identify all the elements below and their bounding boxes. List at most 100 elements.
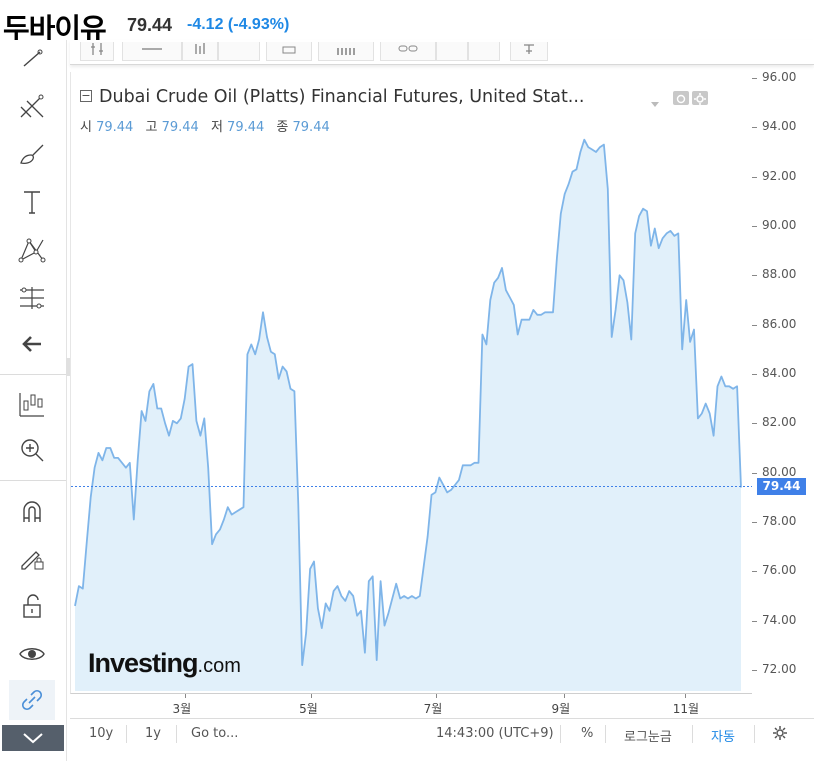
collapse-legend-icon[interactable]: − bbox=[80, 89, 92, 102]
top-toolbar bbox=[70, 40, 814, 65]
hide-tool[interactable] bbox=[9, 634, 55, 674]
separator bbox=[176, 725, 177, 743]
brush-tool[interactable] bbox=[9, 134, 55, 174]
chevron-down-icon bbox=[23, 733, 43, 744]
separator bbox=[605, 725, 606, 743]
bottom-bar: 10y 1y Go to... 14:43:00 (UTC+9) % 로그눈금 … bbox=[70, 718, 814, 749]
pitchfork-icon bbox=[20, 94, 44, 118]
settings-toolbar-button[interactable] bbox=[510, 42, 548, 61]
high-value: 79.44 bbox=[161, 120, 199, 135]
pattern-tool[interactable] bbox=[9, 230, 55, 270]
logo-domain-text: .com bbox=[197, 655, 241, 677]
redo-button[interactable] bbox=[468, 42, 500, 61]
y-tick-label: 72.00 bbox=[762, 662, 797, 676]
fibonacci-icon bbox=[20, 287, 44, 309]
trend-line-tool[interactable] bbox=[9, 42, 55, 74]
magnet-icon bbox=[23, 501, 41, 522]
candles-icon bbox=[19, 393, 44, 417]
price-axis[interactable]: 96.00 94.00 92.00 90.00 88.00 86.00 84.00 82.00… bbox=[752, 70, 814, 694]
x-tick bbox=[684, 694, 686, 698]
link-button[interactable] bbox=[380, 42, 436, 61]
y-tick bbox=[752, 571, 757, 573]
lock-drawing-tool[interactable] bbox=[9, 538, 55, 578]
projection-tool[interactable] bbox=[9, 384, 55, 424]
auto-scale-toggle[interactable]: 자동 bbox=[711, 730, 735, 745]
compare-button[interactable] bbox=[80, 42, 114, 61]
percent-toggle[interactable]: % bbox=[581, 726, 594, 741]
close-label: 종 bbox=[276, 120, 289, 135]
pitchfork-tool[interactable] bbox=[9, 86, 55, 126]
y-tick bbox=[752, 423, 757, 425]
chart-area[interactable] bbox=[70, 72, 754, 694]
templates-button[interactable] bbox=[218, 42, 260, 61]
lock-all-tool[interactable] bbox=[9, 586, 55, 626]
price-chart bbox=[71, 138, 753, 691]
y-tick-label: 78.00 bbox=[762, 514, 797, 528]
x-tick-label: 5월 bbox=[299, 702, 318, 716]
low-label: 저 bbox=[210, 120, 223, 135]
text-tool[interactable] bbox=[9, 182, 55, 222]
sync-tool[interactable] bbox=[9, 680, 55, 720]
chain-icon bbox=[398, 45, 418, 52]
y-tick-label: 92.00 bbox=[762, 168, 797, 183]
separator bbox=[692, 725, 693, 743]
open-value: 79.44 bbox=[96, 120, 134, 135]
zoom-tool[interactable] bbox=[9, 430, 55, 470]
logo-bold-text: Investing bbox=[88, 648, 199, 678]
ohlc-readout: 시 79.44 고 79.44 저 79.44 종 79.44 bbox=[80, 116, 338, 135]
x-tick-label: 3월 bbox=[172, 702, 192, 716]
x-tick bbox=[184, 694, 186, 698]
chart-settings-button[interactable] bbox=[772, 725, 788, 745]
y-tick bbox=[752, 275, 757, 277]
legend-dropdown-icon[interactable] bbox=[651, 93, 659, 107]
indicators-icon bbox=[195, 43, 205, 54]
pattern-icon bbox=[18, 238, 46, 263]
magnet-tool[interactable] bbox=[9, 492, 55, 532]
timezone-label[interactable]: 14:43:00 (UTC+9) bbox=[436, 726, 554, 741]
gear-icon bbox=[773, 726, 787, 740]
toolbar-collapse-handle[interactable] bbox=[66, 358, 70, 376]
low-value: 79.44 bbox=[227, 120, 265, 135]
arrow-left-icon bbox=[22, 336, 41, 352]
y-tick bbox=[752, 127, 757, 129]
trend-line-icon bbox=[23, 49, 43, 67]
volume-button[interactable] bbox=[318, 42, 374, 61]
chart-type-button[interactable] bbox=[122, 42, 182, 61]
link-icon bbox=[21, 689, 43, 711]
y-tick-label: 86.00 bbox=[762, 316, 797, 331]
scroll-down-button[interactable] bbox=[2, 725, 64, 751]
y-tick bbox=[752, 226, 757, 227]
range-1y-button[interactable]: 1y bbox=[145, 726, 161, 741]
undo-button[interactable] bbox=[436, 42, 468, 61]
series-settings-icon[interactable] bbox=[692, 91, 708, 105]
eye-icon bbox=[19, 648, 45, 660]
time-axis[interactable]: 3월 5월 7월 9월 11월 bbox=[70, 694, 752, 718]
log-scale-toggle[interactable]: 로그눈금 bbox=[624, 730, 672, 745]
fib-tool[interactable] bbox=[9, 278, 55, 318]
y-tick-label: 94.00 bbox=[762, 119, 797, 134]
y-tick bbox=[752, 472, 757, 474]
price-area bbox=[75, 139, 741, 691]
y-tick-label: 76.00 bbox=[762, 563, 797, 578]
last-price: 79.44 bbox=[127, 15, 173, 35]
y-tick-label: 74.00 bbox=[762, 612, 797, 627]
y-tick-label: 88.00 bbox=[762, 267, 797, 282]
back-tool[interactable] bbox=[9, 324, 55, 364]
y-tick-label: 84.00 bbox=[762, 366, 797, 380]
compare-icon bbox=[91, 43, 103, 55]
alert-button[interactable] bbox=[266, 42, 312, 61]
goto-button[interactable]: Go to... bbox=[191, 726, 239, 741]
high-label: 고 bbox=[145, 120, 158, 135]
brush-icon bbox=[20, 144, 44, 165]
y-tick bbox=[752, 176, 757, 178]
range-10y-button[interactable]: 10y bbox=[89, 726, 114, 741]
price-change: -4.12 (-4.93%) bbox=[187, 16, 290, 33]
x-tick bbox=[435, 694, 437, 698]
text-icon bbox=[24, 191, 40, 214]
visibility-icon[interactable] bbox=[673, 91, 689, 105]
separator bbox=[126, 725, 127, 743]
y-tick-label: 82.00 bbox=[762, 415, 797, 430]
y-tick bbox=[752, 670, 757, 671]
indicators-button[interactable] bbox=[182, 42, 218, 61]
close-value: 79.44 bbox=[292, 120, 330, 135]
